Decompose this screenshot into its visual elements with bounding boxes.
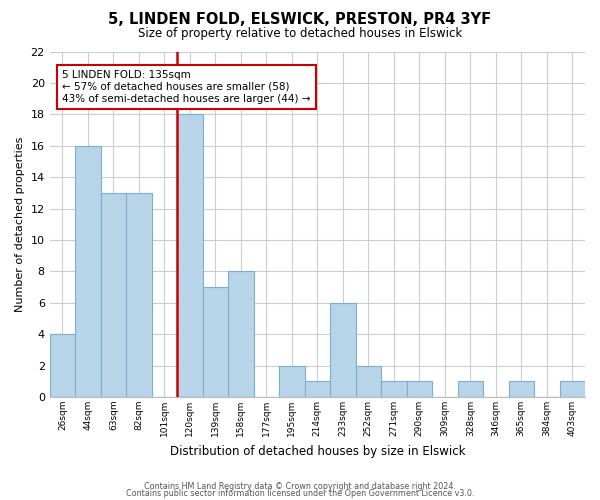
Text: 5 LINDEN FOLD: 135sqm
← 57% of detached houses are smaller (58)
43% of semi-deta: 5 LINDEN FOLD: 135sqm ← 57% of detached … xyxy=(62,70,311,104)
Bar xyxy=(560,382,585,397)
Text: 5, LINDEN FOLD, ELSWICK, PRESTON, PR4 3YF: 5, LINDEN FOLD, ELSWICK, PRESTON, PR4 3Y… xyxy=(109,12,491,28)
X-axis label: Distribution of detached houses by size in Elswick: Distribution of detached houses by size … xyxy=(170,444,465,458)
Bar xyxy=(203,287,228,397)
Bar xyxy=(356,366,381,397)
Bar xyxy=(75,146,101,397)
Bar xyxy=(126,193,152,397)
Text: Contains HM Land Registry data © Crown copyright and database right 2024.: Contains HM Land Registry data © Crown c… xyxy=(144,482,456,491)
Bar xyxy=(458,382,483,397)
Bar xyxy=(228,272,254,397)
Bar xyxy=(407,382,432,397)
Bar xyxy=(101,193,126,397)
Bar xyxy=(279,366,305,397)
Text: Contains public sector information licensed under the Open Government Licence v3: Contains public sector information licen… xyxy=(126,489,474,498)
Bar xyxy=(177,114,203,397)
Bar xyxy=(305,382,330,397)
Bar xyxy=(509,382,534,397)
Bar xyxy=(330,303,356,397)
Bar xyxy=(50,334,75,397)
Bar xyxy=(381,382,407,397)
Text: Size of property relative to detached houses in Elswick: Size of property relative to detached ho… xyxy=(138,28,462,40)
Y-axis label: Number of detached properties: Number of detached properties xyxy=(15,136,25,312)
